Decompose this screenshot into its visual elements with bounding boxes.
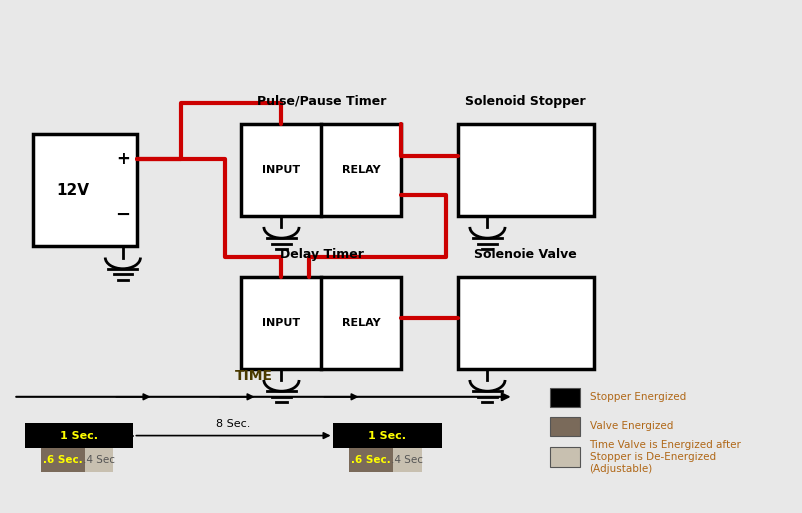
Bar [457,124,593,215]
Text: INPUT: INPUT [262,318,300,328]
Bar [241,277,401,369]
Bar [241,124,401,215]
Bar [549,417,579,436]
Bar [333,423,441,448]
Bar [392,448,421,472]
Bar [34,134,137,246]
Bar [42,448,84,472]
Text: RELAY: RELAY [342,318,380,328]
Bar [549,388,579,407]
Text: 8 Sec.: 8 Sec. [216,420,250,429]
Text: Delay Timer: Delay Timer [279,248,363,261]
Text: Solenoie Valve: Solenoie Valve [473,248,576,261]
Bar [349,448,392,472]
Text: Pulse/Pause Timer: Pulse/Pause Timer [257,94,386,108]
Bar [84,448,113,472]
Text: TIME: TIME [234,368,272,383]
Text: .6 Sec.: .6 Sec. [350,455,391,465]
Text: Valve Energized: Valve Energized [589,421,672,431]
Text: Time Valve is Energized after
Stopper is De-Energized
(Adjustable): Time Valve is Energized after Stopper is… [589,440,740,475]
Text: 1 Sec.: 1 Sec. [60,430,99,441]
Text: +: + [115,150,130,168]
Bar [457,277,593,369]
Text: 12V: 12V [56,183,89,198]
Text: INPUT: INPUT [262,165,300,175]
Text: RELAY: RELAY [342,165,380,175]
Bar [26,423,133,448]
Text: 1 Sec.: 1 Sec. [368,430,406,441]
Text: .6 Sec.: .6 Sec. [43,455,83,465]
Text: .4 Sec: .4 Sec [391,455,423,465]
Text: −: − [115,206,130,224]
Text: Solenoid Stopper: Solenoid Stopper [464,94,585,108]
Bar [549,447,579,467]
Text: Stopper Energized: Stopper Energized [589,392,685,402]
Text: .4 Sec: .4 Sec [83,455,115,465]
